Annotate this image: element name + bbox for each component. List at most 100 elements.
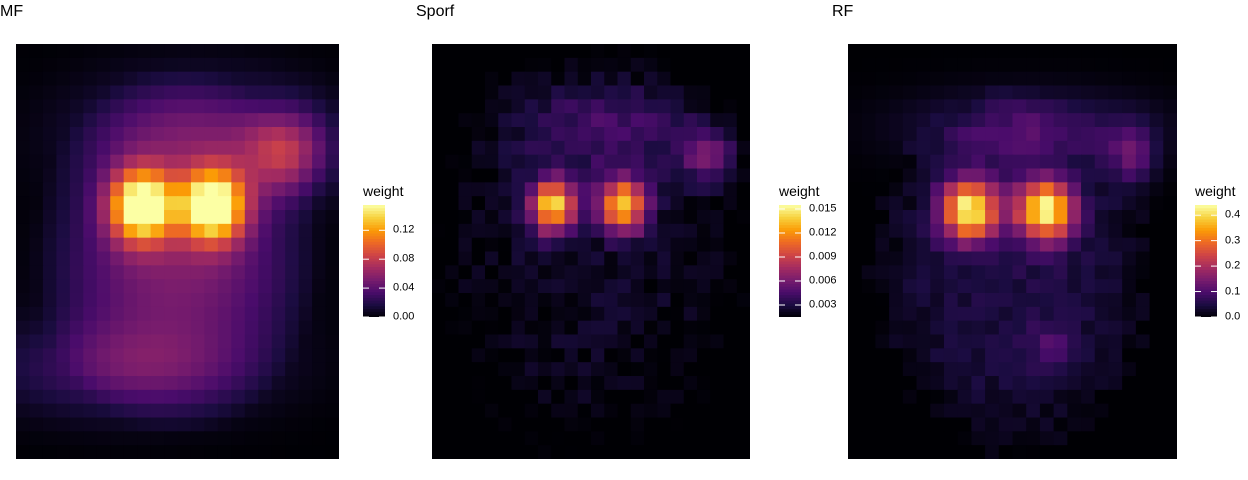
heatmap-cell — [551, 293, 566, 308]
heatmap-cell — [83, 320, 98, 336]
heatmap-cell — [577, 196, 592, 211]
heatmap-cell — [16, 348, 31, 363]
heatmap-cell — [231, 431, 246, 446]
heatmap-cell — [630, 376, 645, 391]
heatmap-cell — [1053, 140, 1068, 156]
heatmap-cell — [29, 210, 44, 225]
colorbar-segment — [1195, 235, 1217, 240]
heatmap-cell — [617, 71, 632, 87]
heatmap-cell — [56, 237, 71, 253]
heatmap-cell — [1094, 417, 1110, 432]
heatmap-cell — [498, 417, 513, 432]
heatmap-cell — [485, 417, 499, 432]
heatmap-cell — [56, 279, 71, 294]
heatmap-cell — [1039, 334, 1055, 349]
heatmap-cell — [875, 293, 890, 308]
heatmap-cell — [644, 320, 658, 336]
heatmap-cell — [29, 223, 44, 239]
heatmap-cell — [485, 293, 499, 308]
heatmap-cell — [710, 279, 725, 294]
heatmap-cell — [577, 154, 592, 170]
heatmap-cell — [445, 306, 460, 322]
colorbar-segment — [1195, 227, 1217, 231]
heatmap-cell — [1026, 265, 1041, 280]
heatmap-cell — [916, 196, 931, 211]
colorbar-segment — [1195, 224, 1217, 228]
heatmap-cell — [644, 431, 658, 446]
heatmap-cell — [998, 389, 1014, 405]
heatmap-cell — [577, 403, 592, 419]
heatmap-cell — [591, 113, 605, 128]
heatmap-cell — [902, 445, 918, 459]
heatmap-cell — [697, 445, 711, 459]
heatmap-cell — [723, 182, 738, 197]
heatmap-cell — [56, 403, 71, 419]
heatmap-cell — [16, 223, 31, 239]
heatmap-cell — [630, 57, 645, 73]
heatmap-cell — [231, 417, 246, 432]
heatmap-cell — [1026, 403, 1041, 419]
heatmap-cell — [1149, 44, 1164, 59]
heatmap-cell — [943, 334, 959, 349]
heatmap-cell — [217, 237, 232, 253]
heatmap-cell — [564, 293, 579, 308]
heatmap-cell — [577, 279, 592, 294]
heatmap-cell — [325, 196, 339, 211]
heatmap-cell — [56, 265, 71, 280]
heatmap-cell — [657, 417, 672, 432]
heatmap-cell — [943, 140, 959, 156]
heatmap-cell — [258, 389, 273, 405]
heatmap-cell — [1094, 362, 1110, 377]
heatmap-cell — [604, 251, 619, 266]
heatmap-cell — [683, 113, 698, 128]
heatmap-cell — [445, 57, 460, 73]
heatmap-cell — [930, 431, 945, 446]
heatmap-cell — [683, 389, 698, 405]
heatmap-cell — [848, 279, 863, 294]
heatmap-cell — [604, 431, 619, 446]
heatmap-cell — [445, 223, 460, 239]
heatmap-cell — [56, 210, 71, 225]
heatmap-cell — [591, 44, 605, 59]
heatmap-cell — [69, 196, 84, 211]
heatmap-cell — [930, 154, 945, 170]
heatmap-cell — [657, 293, 672, 308]
heatmap-cell — [943, 237, 959, 253]
heatmap-cell — [1149, 196, 1164, 211]
heatmap-cell — [298, 168, 313, 183]
heatmap-cell — [1039, 293, 1055, 308]
heatmap-cell — [644, 445, 658, 459]
heatmap-cell — [1081, 210, 1096, 225]
heatmap-cell — [204, 154, 219, 170]
heatmap-cell — [96, 237, 111, 253]
heatmap-cell — [985, 251, 1000, 266]
heatmap-cell — [432, 403, 446, 419]
heatmap-cell — [1067, 251, 1082, 266]
heatmap-cell — [445, 210, 460, 225]
heatmap-cell — [644, 223, 658, 239]
heatmap-cell — [736, 223, 750, 239]
heatmap-cell — [902, 279, 918, 294]
heatmap-cell — [445, 431, 460, 446]
heatmap-cell — [1081, 445, 1096, 459]
heatmap-cell — [875, 182, 890, 197]
heatmap-cell — [432, 389, 446, 405]
heatmap-cell — [231, 196, 246, 211]
heatmap-cell — [285, 348, 300, 363]
heatmap-cell — [1081, 362, 1096, 377]
heatmap-cell — [258, 376, 273, 391]
heatmap-rf — [848, 44, 1177, 459]
heatmap-cell — [848, 320, 863, 336]
heatmap-cell — [985, 85, 1000, 100]
legend-tick-label: 0.08 — [393, 252, 415, 265]
heatmap-cell — [96, 445, 111, 459]
heatmap-cell — [971, 85, 986, 100]
heatmap-cell — [985, 320, 1000, 336]
heatmap-cell — [902, 251, 918, 266]
heatmap-cell — [617, 293, 632, 308]
heatmap-cell — [723, 127, 738, 142]
heatmap-cell — [231, 113, 246, 128]
heatmap-cell — [657, 44, 672, 59]
heatmap-cell — [657, 113, 672, 128]
heatmap-cell — [1081, 71, 1096, 87]
